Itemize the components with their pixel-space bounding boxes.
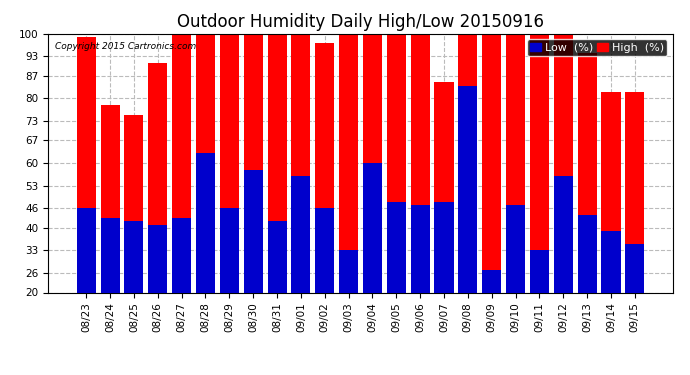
Bar [411, 34, 430, 292]
Bar [315, 209, 334, 292]
Bar [506, 205, 525, 292]
Bar [196, 153, 215, 292]
Bar [530, 34, 549, 292]
Legend: Low  (%), High  (%): Low (%), High (%) [527, 39, 667, 56]
Bar [411, 205, 430, 292]
Bar [458, 34, 477, 292]
Bar [124, 115, 144, 292]
Bar [578, 53, 597, 292]
Bar [363, 163, 382, 292]
Bar [339, 251, 358, 292]
Bar [196, 34, 215, 292]
Bar [291, 176, 310, 292]
Bar [458, 86, 477, 292]
Bar [268, 34, 286, 292]
Bar [339, 34, 358, 292]
Bar [148, 225, 167, 292]
Bar [554, 176, 573, 292]
Bar [268, 221, 286, 292]
Bar [101, 218, 119, 292]
Bar [172, 218, 191, 292]
Bar [387, 202, 406, 292]
Bar [625, 92, 644, 292]
Bar [435, 202, 453, 292]
Bar [220, 34, 239, 292]
Bar [124, 221, 144, 292]
Bar [101, 105, 119, 292]
Bar [506, 34, 525, 292]
Bar [435, 82, 453, 292]
Bar [482, 34, 501, 292]
Bar [578, 215, 597, 292]
Bar [244, 34, 263, 292]
Bar [387, 34, 406, 292]
Bar [148, 63, 167, 292]
Bar [291, 34, 310, 292]
Title: Outdoor Humidity Daily High/Low 20150916: Outdoor Humidity Daily High/Low 20150916 [177, 13, 544, 31]
Bar [602, 92, 620, 292]
Bar [530, 251, 549, 292]
Bar [625, 244, 644, 292]
Bar [554, 34, 573, 292]
Bar [77, 209, 96, 292]
Bar [315, 44, 334, 292]
Bar [602, 231, 620, 292]
Bar [363, 34, 382, 292]
Text: Copyright 2015 Cartronics.com: Copyright 2015 Cartronics.com [55, 42, 196, 51]
Bar [244, 170, 263, 292]
Bar [77, 37, 96, 292]
Bar [220, 209, 239, 292]
Bar [172, 34, 191, 292]
Bar [482, 270, 501, 292]
